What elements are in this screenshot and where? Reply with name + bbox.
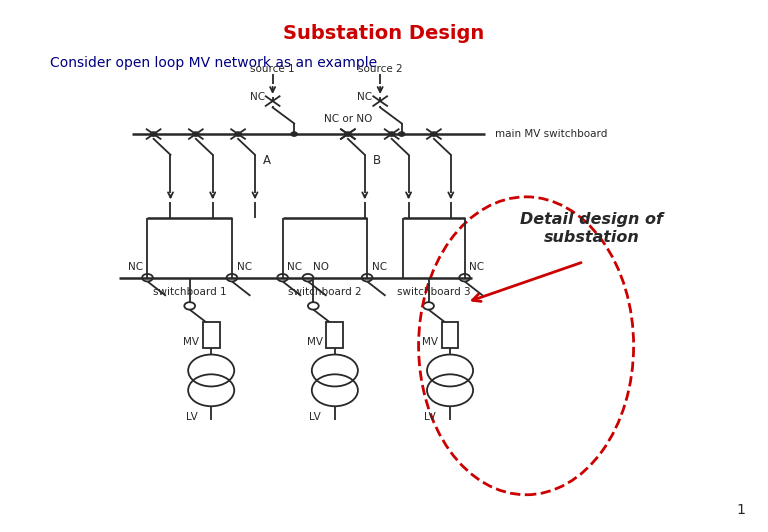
Text: A: A [263, 154, 270, 167]
Bar [203, 322, 220, 348]
Text: LV: LV [310, 412, 321, 422]
Text: NC: NC [250, 92, 265, 102]
Circle shape [235, 132, 241, 136]
Text: LV: LV [186, 412, 197, 422]
Circle shape [193, 132, 199, 136]
Circle shape [291, 132, 297, 136]
Text: NC or NO: NC or NO [324, 114, 372, 124]
Circle shape [345, 132, 351, 136]
Text: source 1: source 1 [250, 64, 295, 74]
Text: main MV switchboard: main MV switchboard [495, 129, 607, 139]
Bar [326, 322, 343, 348]
Text: 1: 1 [736, 503, 745, 517]
Bar [442, 322, 458, 348]
Text: NC: NC [237, 262, 252, 272]
Text: switchboard 1: switchboard 1 [153, 287, 227, 297]
Text: source 2: source 2 [358, 64, 402, 74]
Text: NC: NC [357, 92, 372, 102]
Circle shape [151, 132, 157, 136]
Text: NC: NC [287, 262, 303, 272]
Circle shape [389, 132, 395, 136]
Circle shape [399, 132, 405, 136]
Text: NO: NO [313, 262, 329, 272]
Text: MV: MV [306, 337, 323, 346]
Text: switchboard 2: switchboard 2 [288, 287, 362, 297]
Text: MV: MV [422, 337, 438, 346]
Text: MV: MV [183, 337, 199, 346]
Text: Detail design of
substation: Detail design of substation [520, 212, 663, 245]
Text: B: B [372, 154, 381, 167]
Text: Consider open loop MV network as an example: Consider open loop MV network as an exam… [50, 56, 377, 70]
Text: LV: LV [425, 412, 436, 422]
Text: NC: NC [469, 262, 485, 272]
Text: switchboard 3: switchboard 3 [397, 287, 471, 297]
Text: NC: NC [372, 262, 387, 272]
Circle shape [431, 132, 437, 136]
Text: Substation Design: Substation Design [283, 24, 485, 43]
Text: NC: NC [127, 262, 143, 272]
